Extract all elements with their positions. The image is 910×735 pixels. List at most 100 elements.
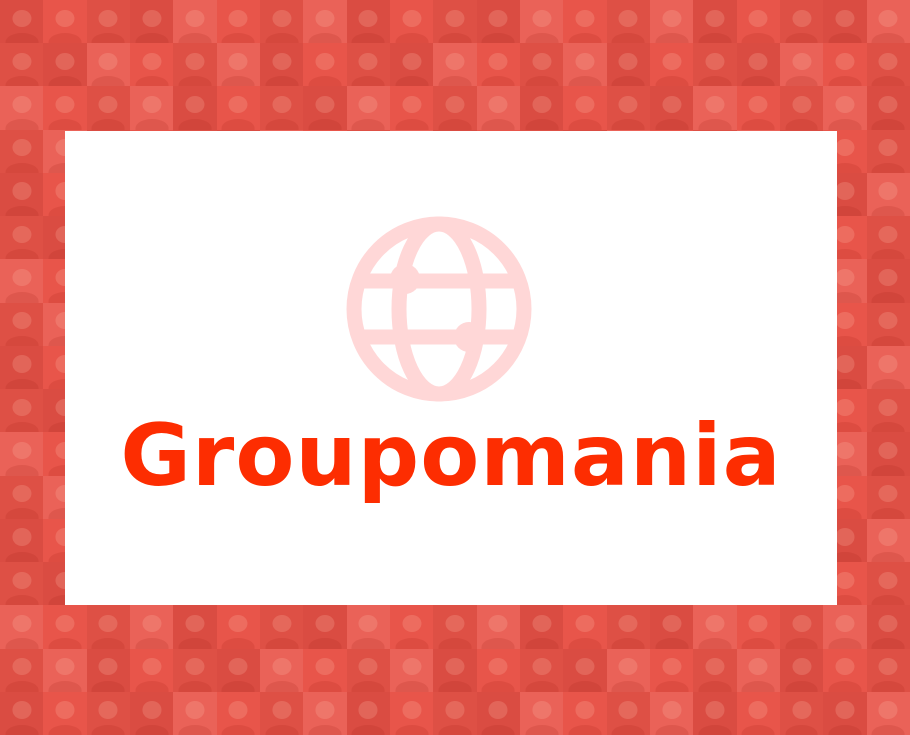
mosaic-tile bbox=[130, 649, 173, 692]
mosaic-tile bbox=[129, 691, 174, 735]
mosaic-tile bbox=[0, 302, 44, 346]
mosaic-tile bbox=[43, 648, 87, 692]
mosaic-tile bbox=[0, 648, 44, 692]
mosaic-tile bbox=[0, 562, 44, 606]
mosaic-tile bbox=[823, 691, 867, 735]
mosaic-tile bbox=[519, 648, 564, 692]
mosaic-tile bbox=[866, 216, 910, 260]
mosaic-tile bbox=[779, 86, 824, 130]
mosaic-tile bbox=[736, 43, 780, 87]
mosaic-tile bbox=[737, 0, 780, 43]
mosaic-tile bbox=[779, 0, 824, 44]
mosaic-tile bbox=[346, 605, 390, 649]
mosaic-tile bbox=[217, 0, 260, 43]
mosaic-tile bbox=[866, 0, 910, 44]
mosaic-tile bbox=[519, 43, 564, 87]
brand-wordmark: Groupomania bbox=[120, 406, 782, 506]
mosaic-tile bbox=[779, 648, 824, 692]
mosaic-tile bbox=[259, 86, 304, 130]
mosaic-tile bbox=[129, 0, 174, 44]
mosaic-tile bbox=[477, 649, 520, 692]
mosaic-tile bbox=[606, 605, 650, 649]
mosaic-tile bbox=[173, 691, 217, 735]
mosaic-tile bbox=[737, 692, 780, 735]
mosaic-tile bbox=[606, 648, 650, 692]
mosaic-tile bbox=[866, 691, 910, 735]
mosaic-tile bbox=[303, 605, 347, 649]
mosaic-tile bbox=[303, 43, 346, 86]
mosaic-tile bbox=[866, 432, 910, 476]
mosaic-tile bbox=[346, 648, 390, 692]
mosaic-tile bbox=[86, 0, 130, 44]
mosaic-tile bbox=[173, 605, 217, 649]
mosaic-tile bbox=[86, 691, 130, 735]
mosaic-tile bbox=[823, 605, 867, 649]
mosaic-tile bbox=[173, 648, 217, 692]
mosaic-tile bbox=[866, 345, 910, 390]
mosaic-tile bbox=[693, 43, 737, 87]
mosaic-tile bbox=[693, 86, 737, 130]
mosaic-tile bbox=[303, 0, 347, 44]
mosaic-tile bbox=[476, 691, 520, 735]
mosaic-tile bbox=[519, 691, 564, 735]
mosaic-tile bbox=[866, 648, 910, 692]
mosaic-tile bbox=[866, 43, 910, 87]
mosaic-tile bbox=[0, 345, 44, 390]
mosaic-tile bbox=[86, 43, 130, 87]
mosaic-tile bbox=[433, 691, 477, 735]
mosaic-tile bbox=[86, 605, 130, 649]
mosaic-tile bbox=[650, 649, 693, 692]
mosaic-tile bbox=[477, 43, 520, 86]
mosaic-tile bbox=[0, 216, 44, 260]
logo-card: Groupomania bbox=[65, 131, 837, 605]
mosaic-tile bbox=[0, 432, 44, 476]
mosaic-tile bbox=[43, 0, 86, 43]
mosaic-tile bbox=[606, 86, 650, 130]
mosaic-tile bbox=[823, 86, 867, 130]
mosaic-tile bbox=[866, 518, 910, 563]
mosaic-tile bbox=[519, 86, 564, 130]
mosaic-tile bbox=[346, 691, 390, 735]
mosaic-tile bbox=[0, 86, 44, 130]
mosaic-tile bbox=[216, 43, 260, 87]
mosaic-tile bbox=[130, 43, 173, 86]
mosaic-tile bbox=[866, 86, 910, 130]
mosaic-tile bbox=[606, 691, 650, 735]
mosaic-tile bbox=[779, 691, 824, 735]
mosaic-tile bbox=[649, 605, 694, 649]
mosaic-tile bbox=[259, 605, 304, 649]
mosaic-tile bbox=[0, 605, 44, 649]
mosaic-tile bbox=[129, 605, 174, 649]
mosaic-tile bbox=[779, 605, 824, 649]
mosaic-tile bbox=[389, 43, 434, 87]
mosaic-tile bbox=[737, 605, 780, 648]
mosaic-tile bbox=[390, 692, 433, 735]
mosaic-tile bbox=[217, 605, 260, 648]
mosaic-tile bbox=[0, 475, 44, 519]
mosaic-tile bbox=[519, 0, 564, 44]
mosaic-tile bbox=[649, 0, 694, 44]
mosaic-tile bbox=[866, 562, 910, 606]
mosaic-tile bbox=[779, 43, 824, 87]
mosaic-tile bbox=[86, 648, 130, 692]
mosaic-tile bbox=[693, 691, 737, 735]
mosaic-tile bbox=[43, 86, 86, 129]
mosaic-tile bbox=[433, 0, 477, 44]
mosaic-tile bbox=[173, 43, 217, 87]
mosaic-tile bbox=[823, 43, 866, 86]
mosaic-tile bbox=[519, 605, 564, 649]
mosaic-tile bbox=[693, 648, 737, 692]
mosaic-tile bbox=[346, 0, 390, 44]
mosaic-tile bbox=[0, 259, 44, 303]
mosaic-tile bbox=[259, 691, 304, 735]
mosaic-tile bbox=[606, 43, 650, 87]
mosaic-tile bbox=[563, 43, 607, 87]
globe-icon bbox=[346, 216, 532, 402]
mosaic-tile bbox=[563, 692, 606, 735]
mosaic-tile bbox=[173, 0, 217, 44]
mosaic-tile bbox=[259, 43, 304, 87]
mosaic-tile bbox=[736, 648, 780, 692]
mosaic-tile bbox=[259, 648, 304, 692]
mosaic-tile bbox=[433, 648, 477, 692]
mosaic-tile bbox=[737, 86, 780, 129]
